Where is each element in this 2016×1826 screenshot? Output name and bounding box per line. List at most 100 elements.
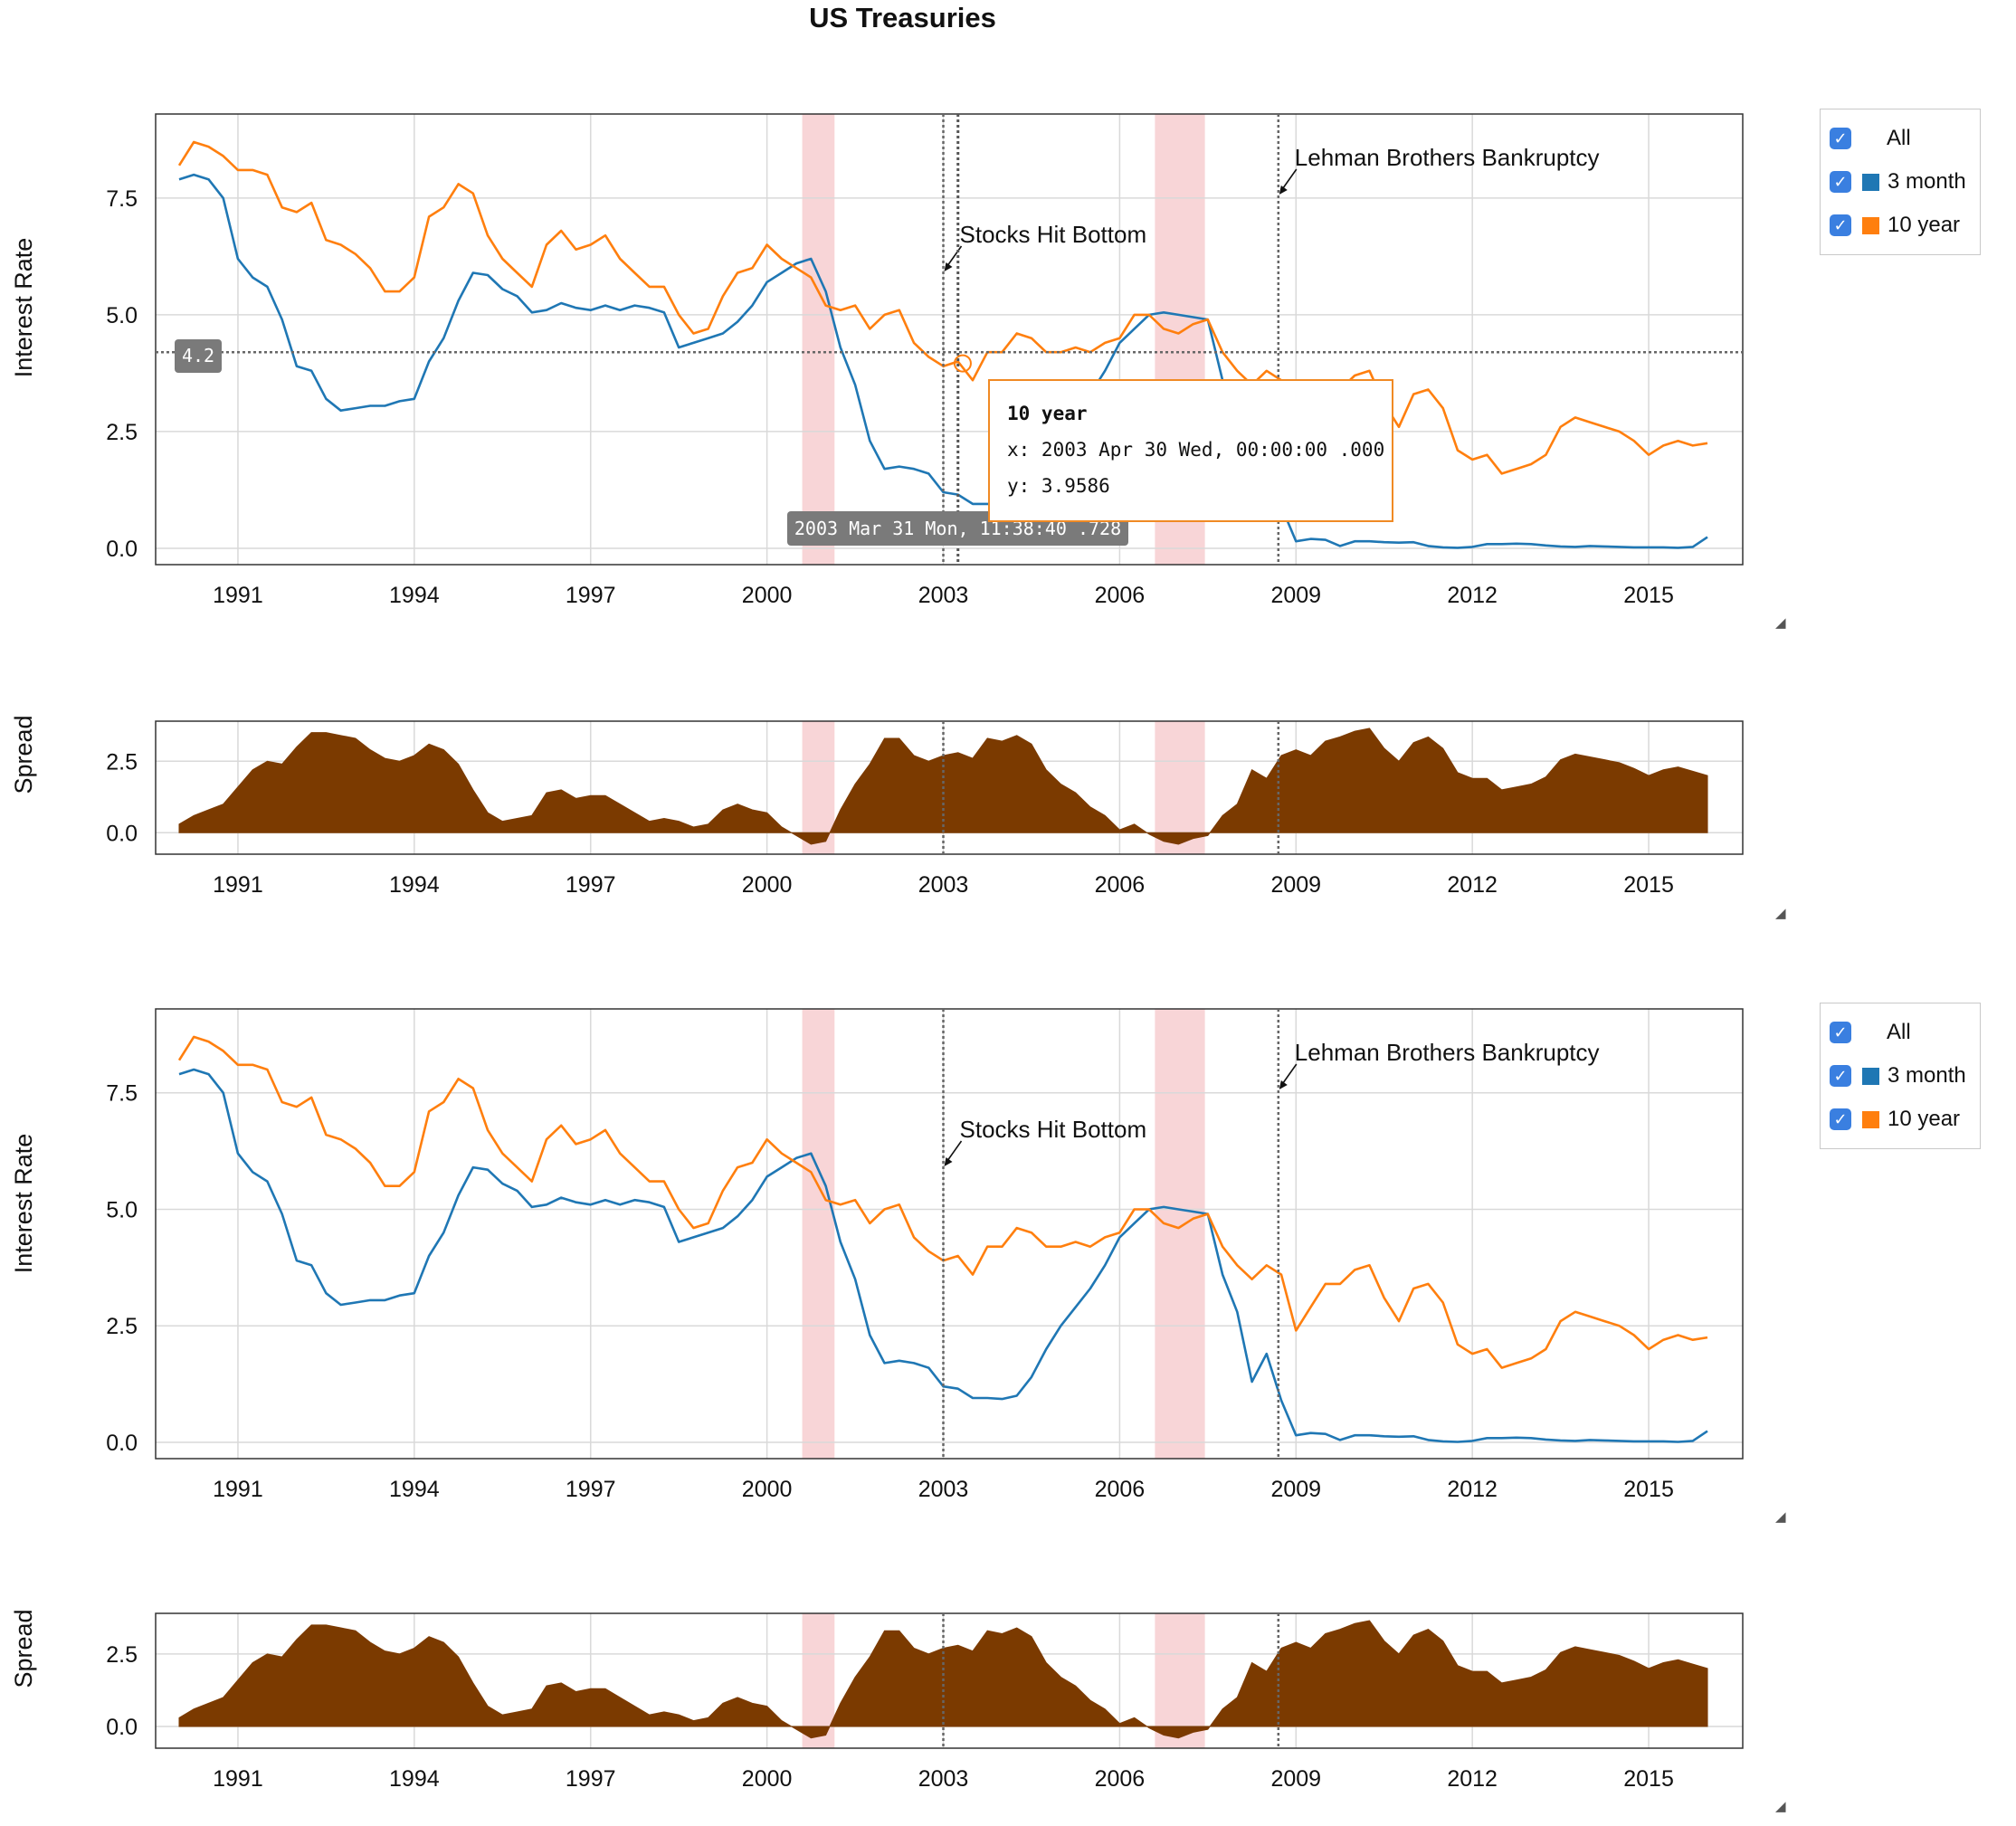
legend-swatch (1862, 1110, 1879, 1128)
x-tick-label: 2009 (1270, 872, 1321, 898)
plot-frame (155, 720, 1744, 855)
x-tick-label: 1994 (389, 583, 440, 608)
x-tick-label: 2012 (1447, 1477, 1498, 1502)
x-tick-label: 2003 (918, 583, 969, 608)
series-line-3-month (178, 1068, 1708, 1443)
x-tick-label: 2003 (918, 872, 969, 898)
x-tick-label: 2009 (1270, 1477, 1321, 1502)
legend-item-label: 3 month (1888, 1063, 1966, 1088)
recession-band (1155, 1009, 1205, 1459)
x-tick-label: 1991 (213, 583, 263, 608)
resize-handle-icon[interactable]: ◢ (1775, 1509, 1786, 1525)
x-tick-label: 2000 (742, 872, 793, 898)
x-tick-label: 2015 (1623, 583, 1674, 608)
spread-area (178, 728, 1708, 845)
x-tick-label: 2006 (1095, 872, 1146, 898)
annotation-arrow (945, 1140, 963, 1164)
legend-item-10-year[interactable]: ✓ 10 year (1821, 1099, 1980, 1139)
y-tick-label: 0.0 (106, 1715, 138, 1740)
legend-item-label: 3 month (1888, 169, 1966, 194)
tooltip-series: 10 year (1007, 403, 1088, 424)
arrowhead-icon (944, 262, 953, 271)
x-tick-label: 2015 (1623, 872, 1674, 898)
legend-all-toggle[interactable]: ✓ All (1821, 1013, 1980, 1052)
legend-all-label: All (1887, 1020, 1911, 1044)
x-tick-label: 2000 (742, 583, 793, 608)
x-tick-label: 2009 (1270, 583, 1321, 608)
series-line-10-year (177, 1035, 1708, 1369)
plot-frame (155, 1008, 1744, 1460)
legend-all-toggle[interactable]: ✓ All (1821, 119, 1980, 158)
legend-item-3-month[interactable]: ✓ 3 month (1821, 1056, 1980, 1096)
event-annotation: Lehman Brothers Bankruptcy (1295, 1039, 1600, 1066)
recession-band (802, 1009, 835, 1459)
x-tick-label: 2012 (1447, 1766, 1498, 1792)
x-tick-label: 1994 (389, 1477, 440, 1502)
arrowhead-icon (1279, 185, 1288, 195)
x-tick-label: 2003 (918, 1477, 969, 1502)
checkbox-icon[interactable]: ✓ (1830, 171, 1851, 193)
tooltip-y-value: y: 3.9586 (1007, 475, 1110, 497)
recession-band (1155, 721, 1205, 854)
plot-frame (155, 113, 1744, 566)
checkbox-icon[interactable]: ✓ (1830, 128, 1851, 149)
arrowhead-icon (1279, 1080, 1288, 1089)
y-axis-label: Spread (10, 715, 37, 794)
legend-swatch (1862, 216, 1879, 234)
tooltip-x-value: x: 2003 Apr 30 Wed, 00:00:00 .000 (1007, 439, 1385, 461)
checkbox-icon[interactable]: ✓ (1830, 1065, 1851, 1087)
x-tick-label: 1994 (389, 1766, 440, 1792)
recession-band (802, 1613, 835, 1748)
x-tick-label: 1997 (566, 872, 616, 898)
y-tick-label: 5.0 (106, 303, 138, 328)
arrowhead-icon (944, 1157, 953, 1166)
annotation-arrow (1280, 1063, 1298, 1087)
series-line-3-month (178, 173, 1708, 549)
crosshair-y-label: 4.2 (175, 339, 222, 373)
x-tick-label: 1997 (566, 583, 616, 608)
hover-point-marker (953, 354, 972, 373)
legend-1: ✓ All ✓ 3 month ✓ 10 year (1820, 109, 1981, 255)
y-tick-label: 2.5 (106, 420, 138, 445)
y-tick-label: 5.0 (106, 1197, 138, 1222)
legend-item-10-year[interactable]: ✓ 10 year (1821, 205, 1980, 245)
x-tick-label: 2006 (1095, 1766, 1146, 1792)
legend-item-label: 10 year (1888, 1107, 1961, 1131)
checkbox-icon[interactable]: ✓ (1830, 1108, 1851, 1130)
resize-handle-icon[interactable]: ◢ (1775, 906, 1786, 921)
y-tick-label: 0.0 (106, 537, 138, 562)
x-tick-label: 1994 (389, 872, 440, 898)
recession-band (1155, 1613, 1205, 1748)
legend-all-label: All (1887, 126, 1911, 150)
legend-swatch (1862, 173, 1879, 191)
resize-handle-icon[interactable]: ◢ (1775, 1799, 1786, 1814)
x-tick-label: 1991 (213, 872, 263, 898)
hover-tooltip: 10 year x: 2003 Apr 30 Wed, 00:00:00 .00… (988, 379, 1393, 522)
x-tick-label: 2000 (742, 1766, 793, 1792)
event-annotation: Lehman Brothers Bankruptcy (1295, 144, 1600, 171)
y-tick-label: 2.5 (106, 1314, 138, 1339)
x-tick-label: 2012 (1447, 583, 1498, 608)
y-tick-label: 7.5 (106, 1081, 138, 1107)
series-line-10-year (177, 140, 1708, 475)
checkbox-icon[interactable]: ✓ (1830, 214, 1851, 236)
event-annotation: Stocks Hit Bottom (960, 1116, 1147, 1143)
x-tick-label: 2012 (1447, 872, 1498, 898)
annotation-arrow (945, 245, 963, 269)
legend-2: ✓ All ✓ 3 month ✓ 10 year (1820, 1003, 1981, 1149)
x-tick-label: 1991 (213, 1477, 263, 1502)
x-tick-label: 2015 (1623, 1766, 1674, 1792)
y-tick-label: 7.5 (106, 186, 138, 212)
event-annotation: Stocks Hit Bottom (960, 221, 1147, 248)
checkbox-icon[interactable]: ✓ (1830, 1022, 1851, 1043)
resize-handle-icon[interactable]: ◢ (1775, 615, 1786, 631)
y-tick-label: 2.5 (106, 1642, 138, 1668)
y-tick-label: 0.0 (106, 1431, 138, 1456)
x-tick-label: 1991 (213, 1766, 263, 1792)
legend-item-3-month[interactable]: ✓ 3 month (1821, 162, 1980, 202)
y-tick-label: 2.5 (106, 749, 138, 775)
recession-band (802, 114, 835, 565)
